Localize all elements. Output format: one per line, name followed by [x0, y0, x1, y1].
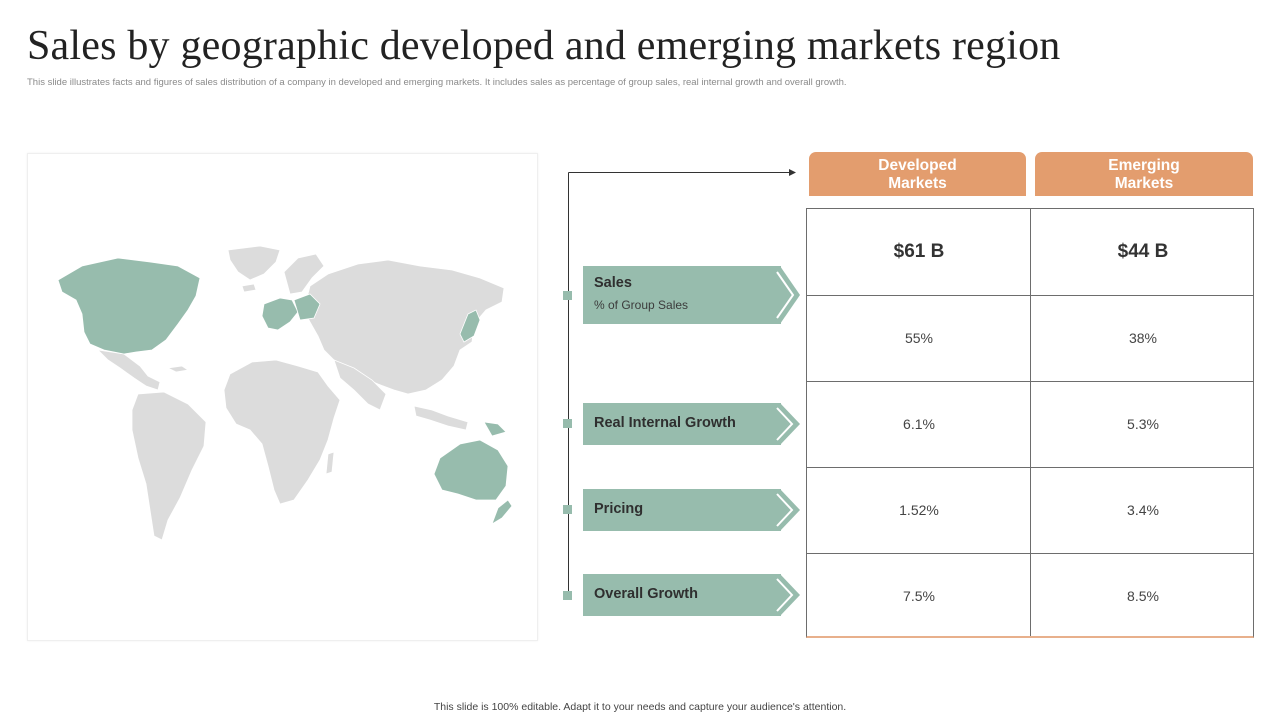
- sales-share-developed: 55%: [904, 330, 934, 346]
- row-marker-overall-growth: [563, 591, 572, 600]
- table-row-divider: [807, 295, 1253, 296]
- slide-title: Sales by geographic developed and emergi…: [27, 23, 1061, 69]
- overall-growth-emerging: 8.5%: [1127, 588, 1159, 604]
- middle-east-india-shape: [333, 359, 387, 411]
- eurasia-shape: [303, 259, 505, 395]
- southeast-asia-shape: [413, 405, 469, 431]
- north-america-shape: [57, 257, 201, 355]
- world-map-panel: [27, 153, 538, 641]
- slide-footer-note: This slide is 100% editable. Adapt it to…: [433, 701, 847, 713]
- world-map: [57, 245, 513, 541]
- column-header-emerging-markets: Emerging Markets: [1035, 152, 1253, 196]
- slide-subtitle: This slide illustrates facts and figures…: [27, 77, 847, 88]
- chevron-right-icon: [774, 574, 800, 616]
- chevron-right-icon: [774, 489, 800, 531]
- real-internal-growth-emerging: 5.3%: [1127, 416, 1159, 432]
- row-marker-pricing: [563, 505, 572, 514]
- real-internal-growth-label: Real Internal Growth: [594, 415, 736, 431]
- south-america-shape: [131, 391, 207, 541]
- new-guinea-shape: [483, 421, 507, 437]
- greenland-shape: [227, 245, 281, 281]
- table-row-divider: [807, 467, 1253, 468]
- real-internal-growth-developed: 6.1%: [903, 416, 935, 432]
- iceland-shape: [241, 283, 257, 293]
- africa-shape: [223, 359, 341, 505]
- japan-shape: [459, 309, 481, 343]
- central-europe-shape: [293, 293, 321, 321]
- scandinavia-shape: [283, 253, 325, 295]
- pricing-emerging: 3.4%: [1127, 502, 1159, 518]
- row-label-real-internal-growth: Real Internal Growth: [583, 403, 781, 445]
- table-column-divider: [1030, 209, 1031, 636]
- row-label-pricing: Pricing: [583, 489, 781, 531]
- chevron-right-icon: [774, 403, 800, 445]
- overall-growth-label: Overall Growth: [594, 586, 698, 602]
- overall-growth-developed: 7.5%: [903, 588, 935, 604]
- sales-share-emerging: 38%: [1128, 330, 1158, 346]
- chevron-right-icon: [774, 266, 800, 324]
- pricing-label: Pricing: [594, 501, 644, 517]
- row-label-sales: Sales % of Group Sales: [583, 266, 781, 324]
- row-marker-real-internal-growth: [563, 419, 572, 428]
- western-europe-shape: [261, 297, 299, 331]
- new-zealand-shape: [491, 499, 513, 525]
- column-header-developed-markets: Developed Markets: [809, 152, 1026, 196]
- row-marker-sales: [563, 291, 572, 300]
- markets-table: $61 B $44 B 55% 38% 6.1% 5.3% 1.52% 3.4%…: [806, 208, 1254, 638]
- australia-shape: [433, 439, 509, 501]
- sales-developed-value: $61 B: [893, 241, 945, 262]
- row-label-overall-growth: Overall Growth: [583, 574, 781, 616]
- caribbean-shape: [166, 365, 190, 373]
- sales-sublabel: % of Group Sales: [594, 298, 689, 312]
- madagascar-shape: [325, 451, 335, 475]
- table-row-divider: [807, 553, 1253, 554]
- table-row-divider: [807, 381, 1253, 382]
- central-america-shape: [96, 349, 161, 391]
- row-connector-bracket: [568, 169, 796, 595]
- sales-label: Sales: [594, 275, 632, 291]
- pricing-developed: 1.52%: [899, 502, 939, 518]
- sales-emerging-value: $44 B: [1117, 241, 1169, 262]
